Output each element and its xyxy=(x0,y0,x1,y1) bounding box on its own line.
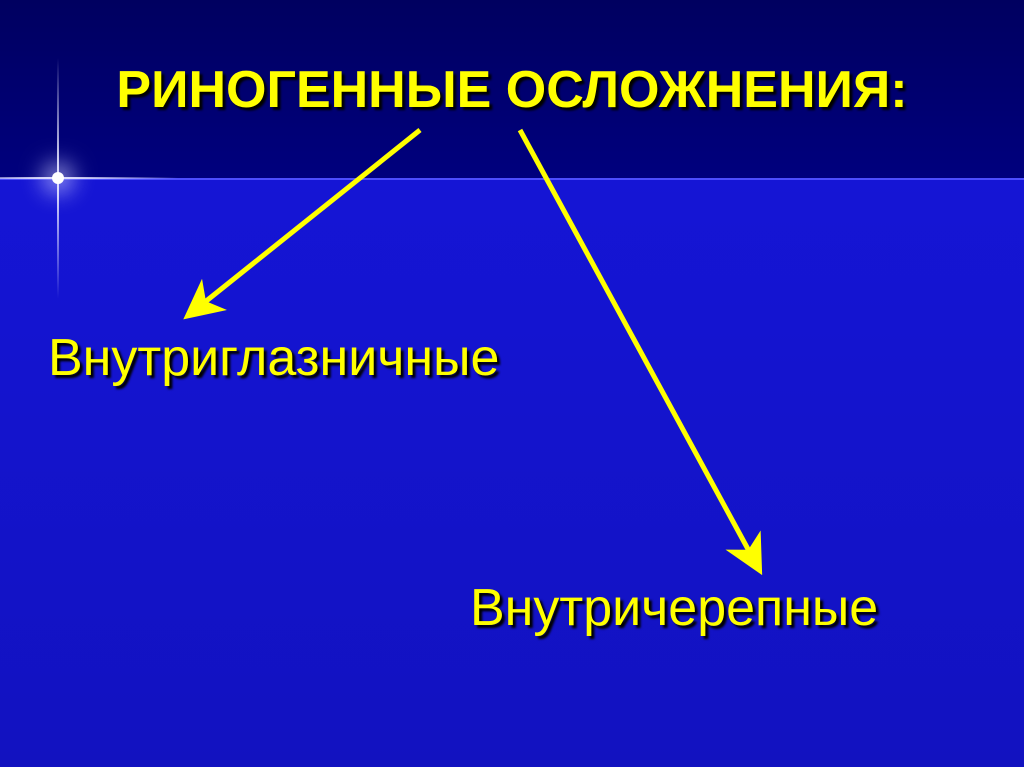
branch-right-label: Внутричерепные xyxy=(470,578,878,638)
slide-title: РИНОГЕННЫЕ ОСЛОЖНЕНИЯ: xyxy=(0,60,1024,120)
slide: РИНОГЕННЫЕ ОСЛОЖНЕНИЯ: Внутриглазничные … xyxy=(0,0,1024,767)
branch-left-label: Внутриглазничные xyxy=(48,328,499,388)
background-band xyxy=(0,178,1024,767)
